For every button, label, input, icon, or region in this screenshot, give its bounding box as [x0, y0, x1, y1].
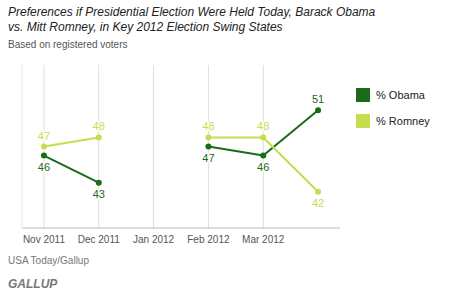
branding: GALLUP	[8, 277, 58, 291]
chart-svg: Preferences if Presidential Election Wer…	[0, 0, 474, 304]
x-tick-label: Jan 2012	[133, 234, 175, 245]
grid-line	[98, 65, 99, 228]
grid-line	[263, 65, 264, 228]
point-marker	[315, 189, 321, 195]
data-label: 48	[202, 120, 214, 132]
grid	[44, 65, 263, 228]
point-marker	[260, 134, 266, 140]
legend: % Obama % Romney	[356, 88, 430, 128]
title-line: Preferences if Presidential Election Wer…	[8, 5, 376, 19]
x-tick-label: Nov 2011	[23, 234, 66, 245]
x-tick-label: Mar 2012	[242, 234, 285, 245]
plot-data	[41, 107, 321, 194]
title-line: vs. Mitt Romney, in Key 2012 Election Sw…	[8, 20, 283, 34]
grid-line	[153, 65, 154, 228]
y-range-line	[22, 65, 23, 228]
point-marker	[205, 144, 211, 150]
series-line	[44, 137, 318, 191]
point-marker	[96, 180, 102, 186]
point-marker	[41, 153, 47, 159]
series-line	[44, 110, 318, 182]
legend-label: % Obama	[376, 89, 426, 101]
chart-container: Preferences if Presidential Election Wer…	[0, 0, 474, 304]
x-tick-label: Feb 2012	[187, 234, 230, 245]
point-marker	[315, 107, 321, 113]
legend-label: % Romney	[376, 115, 430, 127]
data-label: 43	[93, 188, 105, 200]
point-marker	[96, 134, 102, 140]
data-labels: 46 43 47 46 51 47 48 48 48 42	[38, 93, 324, 208]
legend-swatch	[356, 88, 370, 102]
legend-swatch	[356, 114, 370, 128]
point-marker	[41, 144, 47, 150]
data-label: 48	[93, 120, 105, 132]
data-label: 46	[38, 161, 50, 173]
data-label: 48	[257, 120, 269, 132]
title: Preferences if Presidential Election Wer…	[8, 5, 376, 34]
source-note: USA Today/Gallup	[8, 255, 89, 266]
x-tick-label: Dec 2011	[78, 234, 121, 245]
data-label: 46	[257, 161, 269, 173]
point-marker	[260, 153, 266, 159]
x-axis-line	[22, 228, 340, 229]
data-label: 51	[312, 93, 324, 105]
subtitle: Based on registered voters	[8, 39, 128, 50]
point-marker	[205, 134, 211, 140]
data-label: 47	[202, 152, 214, 164]
data-label: 47	[38, 130, 50, 142]
data-label: 42	[312, 197, 324, 209]
